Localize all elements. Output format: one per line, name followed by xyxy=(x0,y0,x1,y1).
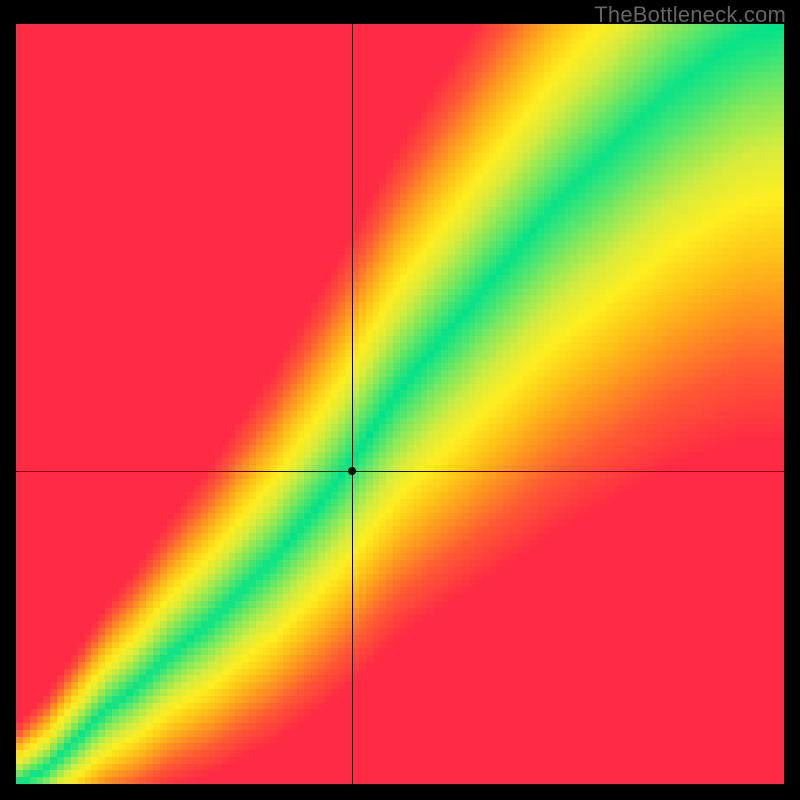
crosshair-dot xyxy=(348,467,356,475)
source-watermark: TheBottleneck.com xyxy=(594,2,786,28)
bottleneck-heatmap xyxy=(16,24,784,784)
frame: TheBottleneck.com xyxy=(0,0,800,800)
